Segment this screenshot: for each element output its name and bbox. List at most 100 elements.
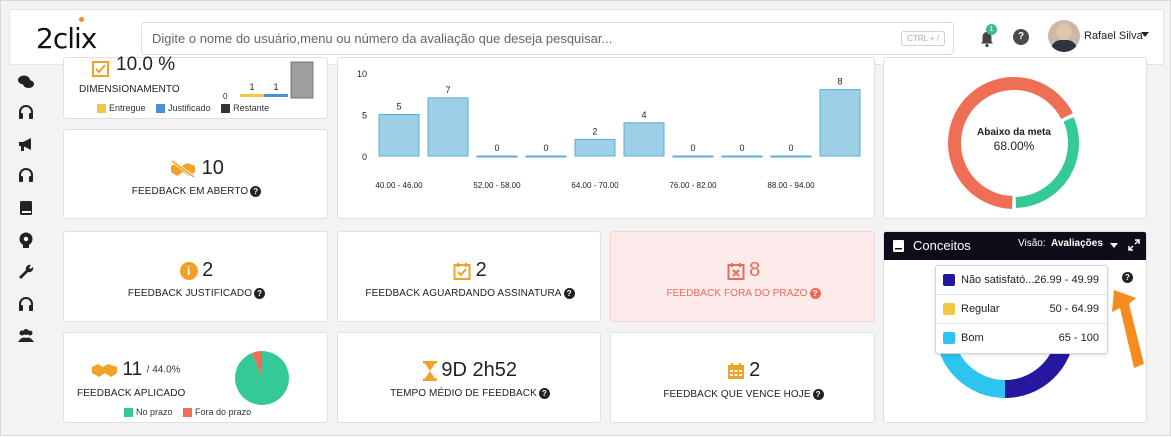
book-icon[interactable]: [17, 199, 35, 217]
help-icon[interactable]: ?: [563, 288, 575, 299]
feedback-assinatura-value: 2: [475, 259, 487, 281]
feedback-justificado-card[interactable]: i 2 FEEDBACK JUSTIFICADO?: [63, 231, 328, 322]
legend-justificado: Justificado: [168, 103, 211, 113]
help-icon[interactable]: ?: [1013, 29, 1029, 45]
feedback-aplicado-card[interactable]: 11 / 44.0% FEEDBACK APLICADO No prazo Fo…: [63, 332, 328, 423]
logo-dot-icon: [77, 15, 86, 24]
hourglass-icon: [422, 360, 437, 381]
bar: [476, 155, 518, 158]
conceito-color-swatch: [943, 332, 955, 344]
bar-value-label: 0: [690, 143, 695, 153]
conceitos-header: Conceitos Visão: Avaliações: [884, 232, 1146, 260]
feedback-aplicado-legend: No prazo Fora do prazo: [124, 407, 252, 418]
pie-slice-fora-prazo: [252, 351, 262, 378]
wrench-icon[interactable]: [17, 263, 35, 281]
bar-value-label: 4: [641, 110, 646, 120]
expand-icon[interactable]: [1128, 239, 1140, 251]
dimensionamento-card: 10.0 % DIMENSIONAMENTO 0 1 1 Entregue Ju…: [63, 54, 328, 119]
conceito-color-swatch: [943, 303, 955, 315]
conceito-item[interactable]: Regular 50 - 64.99: [936, 295, 1107, 324]
bar-value-label: 2: [592, 126, 597, 136]
distribution-chart-card: 0 5 10 5 7 0 0 2 4 0 0 0 8 40.00 - 46.00 52.00 - 58.00…: [337, 57, 875, 219]
y-tick-label: 10: [357, 69, 367, 79]
dimensionamento-axis-zero: 0: [223, 92, 228, 101]
feedback-assinatura-label: FEEDBACK AGUARDANDO ASSINATURA: [365, 288, 562, 300]
distribution-bar-chart: 0 5 10 5 7 0 0 2 4 0 0 0 8 40.00 - 46.00 52.00 - 58.00…: [357, 69, 861, 190]
headset-icon[interactable]: [17, 103, 35, 121]
search-box[interactable]: CTRL + /: [141, 22, 954, 55]
conceito-item[interactable]: Não satisfató... 26.99 - 49.99: [936, 266, 1107, 295]
feedback-aplicado-pie: [235, 351, 289, 405]
conceitos-list: Não satisfató... 26.99 - 49.99 Regular 50 -…: [936, 266, 1107, 353]
visao-chevron-down-icon[interactable]: [1110, 243, 1118, 248]
user-name[interactable]: Rafael Silva: [1084, 30, 1143, 42]
headset-icon[interactable]: [17, 166, 35, 184]
feedback-justificado-label: FEEDBACK JUSTIFICADO: [127, 288, 253, 300]
bar-value-label: 0: [543, 143, 548, 153]
vence-hoje-card[interactable]: 2 FEEDBACK QUE VENCE HOJE?: [610, 332, 875, 423]
chat-icon[interactable]: [17, 73, 35, 91]
help-icon[interactable]: ?: [254, 288, 266, 299]
tempo-medio-value: 9D 2h52: [441, 359, 518, 381]
legend-swatch-no-prazo: [124, 408, 133, 418]
bar-value-label: 7: [445, 85, 450, 95]
legend-fora-prazo: Fora do prazo: [195, 407, 252, 417]
legend-swatch-fora-prazo: [183, 408, 193, 418]
legend-swatch-restante: [221, 104, 231, 114]
conceito-range: 50 - 64.99: [1049, 303, 1099, 315]
vence-hoje-value: 2: [749, 359, 761, 381]
megaphone-icon[interactable]: [17, 135, 35, 153]
dim-bar-label-2: 1: [273, 82, 278, 92]
search-input[interactable]: [142, 23, 842, 54]
bar: [721, 155, 763, 158]
bar-value-label: 8: [837, 77, 842, 87]
x-tick-label: 76.00 - 82.00: [669, 181, 717, 190]
conceitos-legend-popover: Não satisfató... 26.99 - 49.99 Regular 50 -…: [935, 265, 1108, 354]
x-tick-label: 64.00 - 70.00: [571, 181, 619, 190]
meta-value: 68.00%: [994, 139, 1035, 153]
users-icon[interactable]: [17, 327, 35, 345]
feedback-assinatura-card[interactable]: 2 FEEDBACK AGUARDANDO ASSINATURA?: [337, 231, 601, 322]
legend-swatch-justificado: [156, 104, 166, 114]
user-menu-chevron-down-icon[interactable]: [1141, 32, 1149, 37]
legend-no-prazo: No prazo: [136, 407, 173, 417]
legend-restante: Restante: [233, 103, 270, 113]
dim-bar-restante: [290, 61, 314, 99]
feedback-fora-prazo-label: FEEDBACK FORA DO PRAZO: [666, 288, 808, 300]
logo-text: 2clix: [36, 22, 97, 55]
bar-value-label: 0: [788, 143, 793, 153]
x-tick-label: 52.00 - 58.00: [473, 181, 521, 190]
x-tick-label: 40.00 - 46.00: [375, 181, 423, 190]
notification-badge: 1: [986, 24, 997, 35]
avatar[interactable]: [1048, 20, 1080, 52]
visao-label: Visão:: [1018, 238, 1046, 249]
dim-bar-justificado: [264, 94, 288, 97]
help-icon[interactable]: ?: [809, 288, 821, 299]
feedback-aberto-label: FEEDBACK EM ABERTO: [131, 186, 249, 198]
conceitos-card: Conceitos Visão: Avaliações Não satisfat…: [883, 231, 1147, 423]
visao-select[interactable]: Avaliações: [1051, 238, 1103, 249]
sidebar: [9, 65, 45, 437]
conceito-item[interactable]: Bom 65 - 100: [936, 324, 1107, 353]
legend-entregue: Entregue: [109, 103, 146, 113]
tempo-medio-label: TEMPO MÉDIO DE FEEDBACK: [390, 388, 537, 400]
help-icon[interactable]: ?: [1122, 272, 1133, 283]
help-icon[interactable]: ?: [538, 388, 550, 399]
tempo-medio-card[interactable]: 9D 2h52 TEMPO MÉDIO DE FEEDBACK?: [337, 332, 601, 423]
logo[interactable]: 2clix: [36, 15, 97, 55]
brain-icon[interactable]: [17, 231, 35, 249]
feedback-aberto-card[interactable]: 10 FEEDBACK EM ABERTO?: [63, 129, 328, 219]
feedback-fora-prazo-value: 8: [749, 259, 761, 281]
feedback-justificado-value: 2: [202, 259, 214, 281]
conceito-range: 65 - 100: [1058, 332, 1099, 344]
headset-icon[interactable]: [17, 295, 35, 313]
meta-card: Abaixo da meta 68.00%: [883, 57, 1147, 219]
conceitos-title: Conceitos: [913, 238, 971, 253]
help-icon[interactable]: ?: [812, 389, 824, 400]
meta-donut-chart: Abaixo da meta 68.00%: [948, 76, 1079, 209]
feedback-fora-prazo-card[interactable]: 8 FEEDBACK FORA DO PRAZO?: [610, 231, 875, 322]
calendar-icon: [727, 362, 744, 379]
vence-hoje-label: FEEDBACK QUE VENCE HOJE: [663, 389, 811, 401]
help-icon[interactable]: ?: [250, 186, 262, 197]
legend-swatch-entregue: [97, 104, 106, 114]
